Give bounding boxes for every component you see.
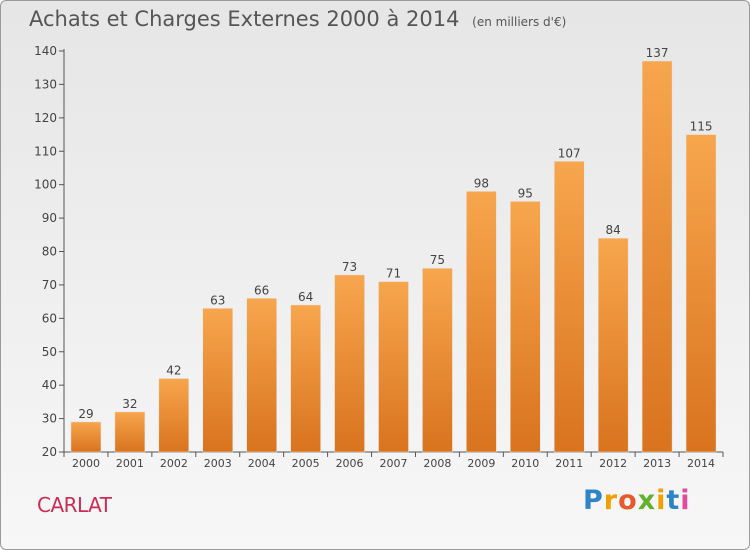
bar-value-label: 95 bbox=[518, 186, 533, 200]
y-tick-label: 60 bbox=[42, 311, 57, 325]
x-tick-label: 2002 bbox=[160, 457, 188, 470]
y-tick-label: 140 bbox=[34, 44, 57, 58]
x-tick-label: 2000 bbox=[72, 457, 100, 470]
logo-letter-i: i bbox=[656, 485, 667, 516]
bar bbox=[466, 191, 497, 453]
chart-title-text: Achats et Charges Externes 2000 à 2014 bbox=[29, 7, 460, 31]
commune-name: CARLAT bbox=[37, 493, 112, 517]
bar-value-label: 42 bbox=[166, 363, 181, 377]
bar bbox=[70, 421, 102, 453]
y-tick-label: 50 bbox=[42, 345, 57, 359]
bar-value-label: 75 bbox=[430, 253, 445, 267]
bar bbox=[378, 281, 409, 453]
bar bbox=[114, 411, 146, 453]
bar-value-label: 84 bbox=[606, 223, 621, 237]
x-tick-label: 2003 bbox=[204, 457, 232, 470]
y-tick-label: 120 bbox=[34, 111, 57, 125]
y-tick-label: 130 bbox=[34, 77, 57, 91]
x-tick-label: 2011 bbox=[555, 457, 583, 470]
bar-value-label: 73 bbox=[342, 260, 357, 274]
bar bbox=[597, 237, 629, 453]
bar bbox=[422, 267, 453, 453]
chart-title: Achats et Charges Externes 2000 à 2014 (… bbox=[29, 7, 566, 31]
x-tick-label: 2005 bbox=[292, 457, 320, 470]
bar-value-label: 107 bbox=[558, 146, 581, 160]
y-tick-label: 40 bbox=[42, 378, 57, 392]
bar bbox=[334, 274, 365, 453]
x-tick-label: 2008 bbox=[423, 457, 451, 470]
proxiti-logo: Proxiti bbox=[583, 487, 691, 514]
y-tick-label: 30 bbox=[42, 412, 57, 426]
bar bbox=[158, 378, 190, 453]
bar bbox=[685, 134, 717, 453]
bar bbox=[246, 298, 277, 453]
y-tick-label: 70 bbox=[42, 278, 57, 292]
x-tick-label: 2013 bbox=[643, 457, 671, 470]
bar-value-label: 66 bbox=[254, 283, 269, 297]
bar bbox=[641, 60, 673, 453]
bar-value-label: 64 bbox=[298, 290, 313, 304]
chart-unit-label: (en milliers d'€) bbox=[472, 15, 567, 29]
logo-letter-p: P bbox=[583, 485, 604, 516]
logo-letter-x: x bbox=[637, 485, 657, 516]
y-tick-label: 100 bbox=[34, 178, 57, 192]
bar-value-label: 63 bbox=[210, 293, 225, 307]
x-tick-label: 2004 bbox=[248, 457, 276, 470]
x-tick-label: 2014 bbox=[687, 457, 715, 470]
logo-letter-o: o bbox=[618, 485, 638, 516]
y-tick-label: 90 bbox=[42, 211, 57, 225]
bar-value-label: 32 bbox=[122, 397, 137, 411]
bar-value-label: 98 bbox=[474, 176, 489, 190]
bar bbox=[510, 201, 541, 453]
bar-value-label: 29 bbox=[78, 407, 93, 421]
y-tick-label: 110 bbox=[34, 144, 57, 158]
y-tick-label: 80 bbox=[42, 245, 57, 259]
x-tick-label: 2007 bbox=[380, 457, 408, 470]
bar bbox=[290, 304, 321, 453]
x-tick-label: 2010 bbox=[511, 457, 539, 470]
logo-letter-t: t bbox=[666, 485, 681, 516]
x-tick-label: 2001 bbox=[116, 457, 144, 470]
bar bbox=[202, 308, 234, 453]
bar-value-label: 71 bbox=[386, 267, 401, 281]
x-tick-label: 2012 bbox=[599, 457, 627, 470]
x-tick-label: 2006 bbox=[336, 457, 364, 470]
bar bbox=[553, 161, 585, 453]
logo-letter-r: r bbox=[603, 485, 619, 516]
logo-letter-i2: i bbox=[680, 485, 691, 516]
x-tick-label: 2009 bbox=[467, 457, 495, 470]
bar-value-label: 115 bbox=[690, 120, 713, 134]
y-tick-label: 20 bbox=[42, 445, 57, 459]
bar-value-label: 137 bbox=[646, 46, 669, 60]
